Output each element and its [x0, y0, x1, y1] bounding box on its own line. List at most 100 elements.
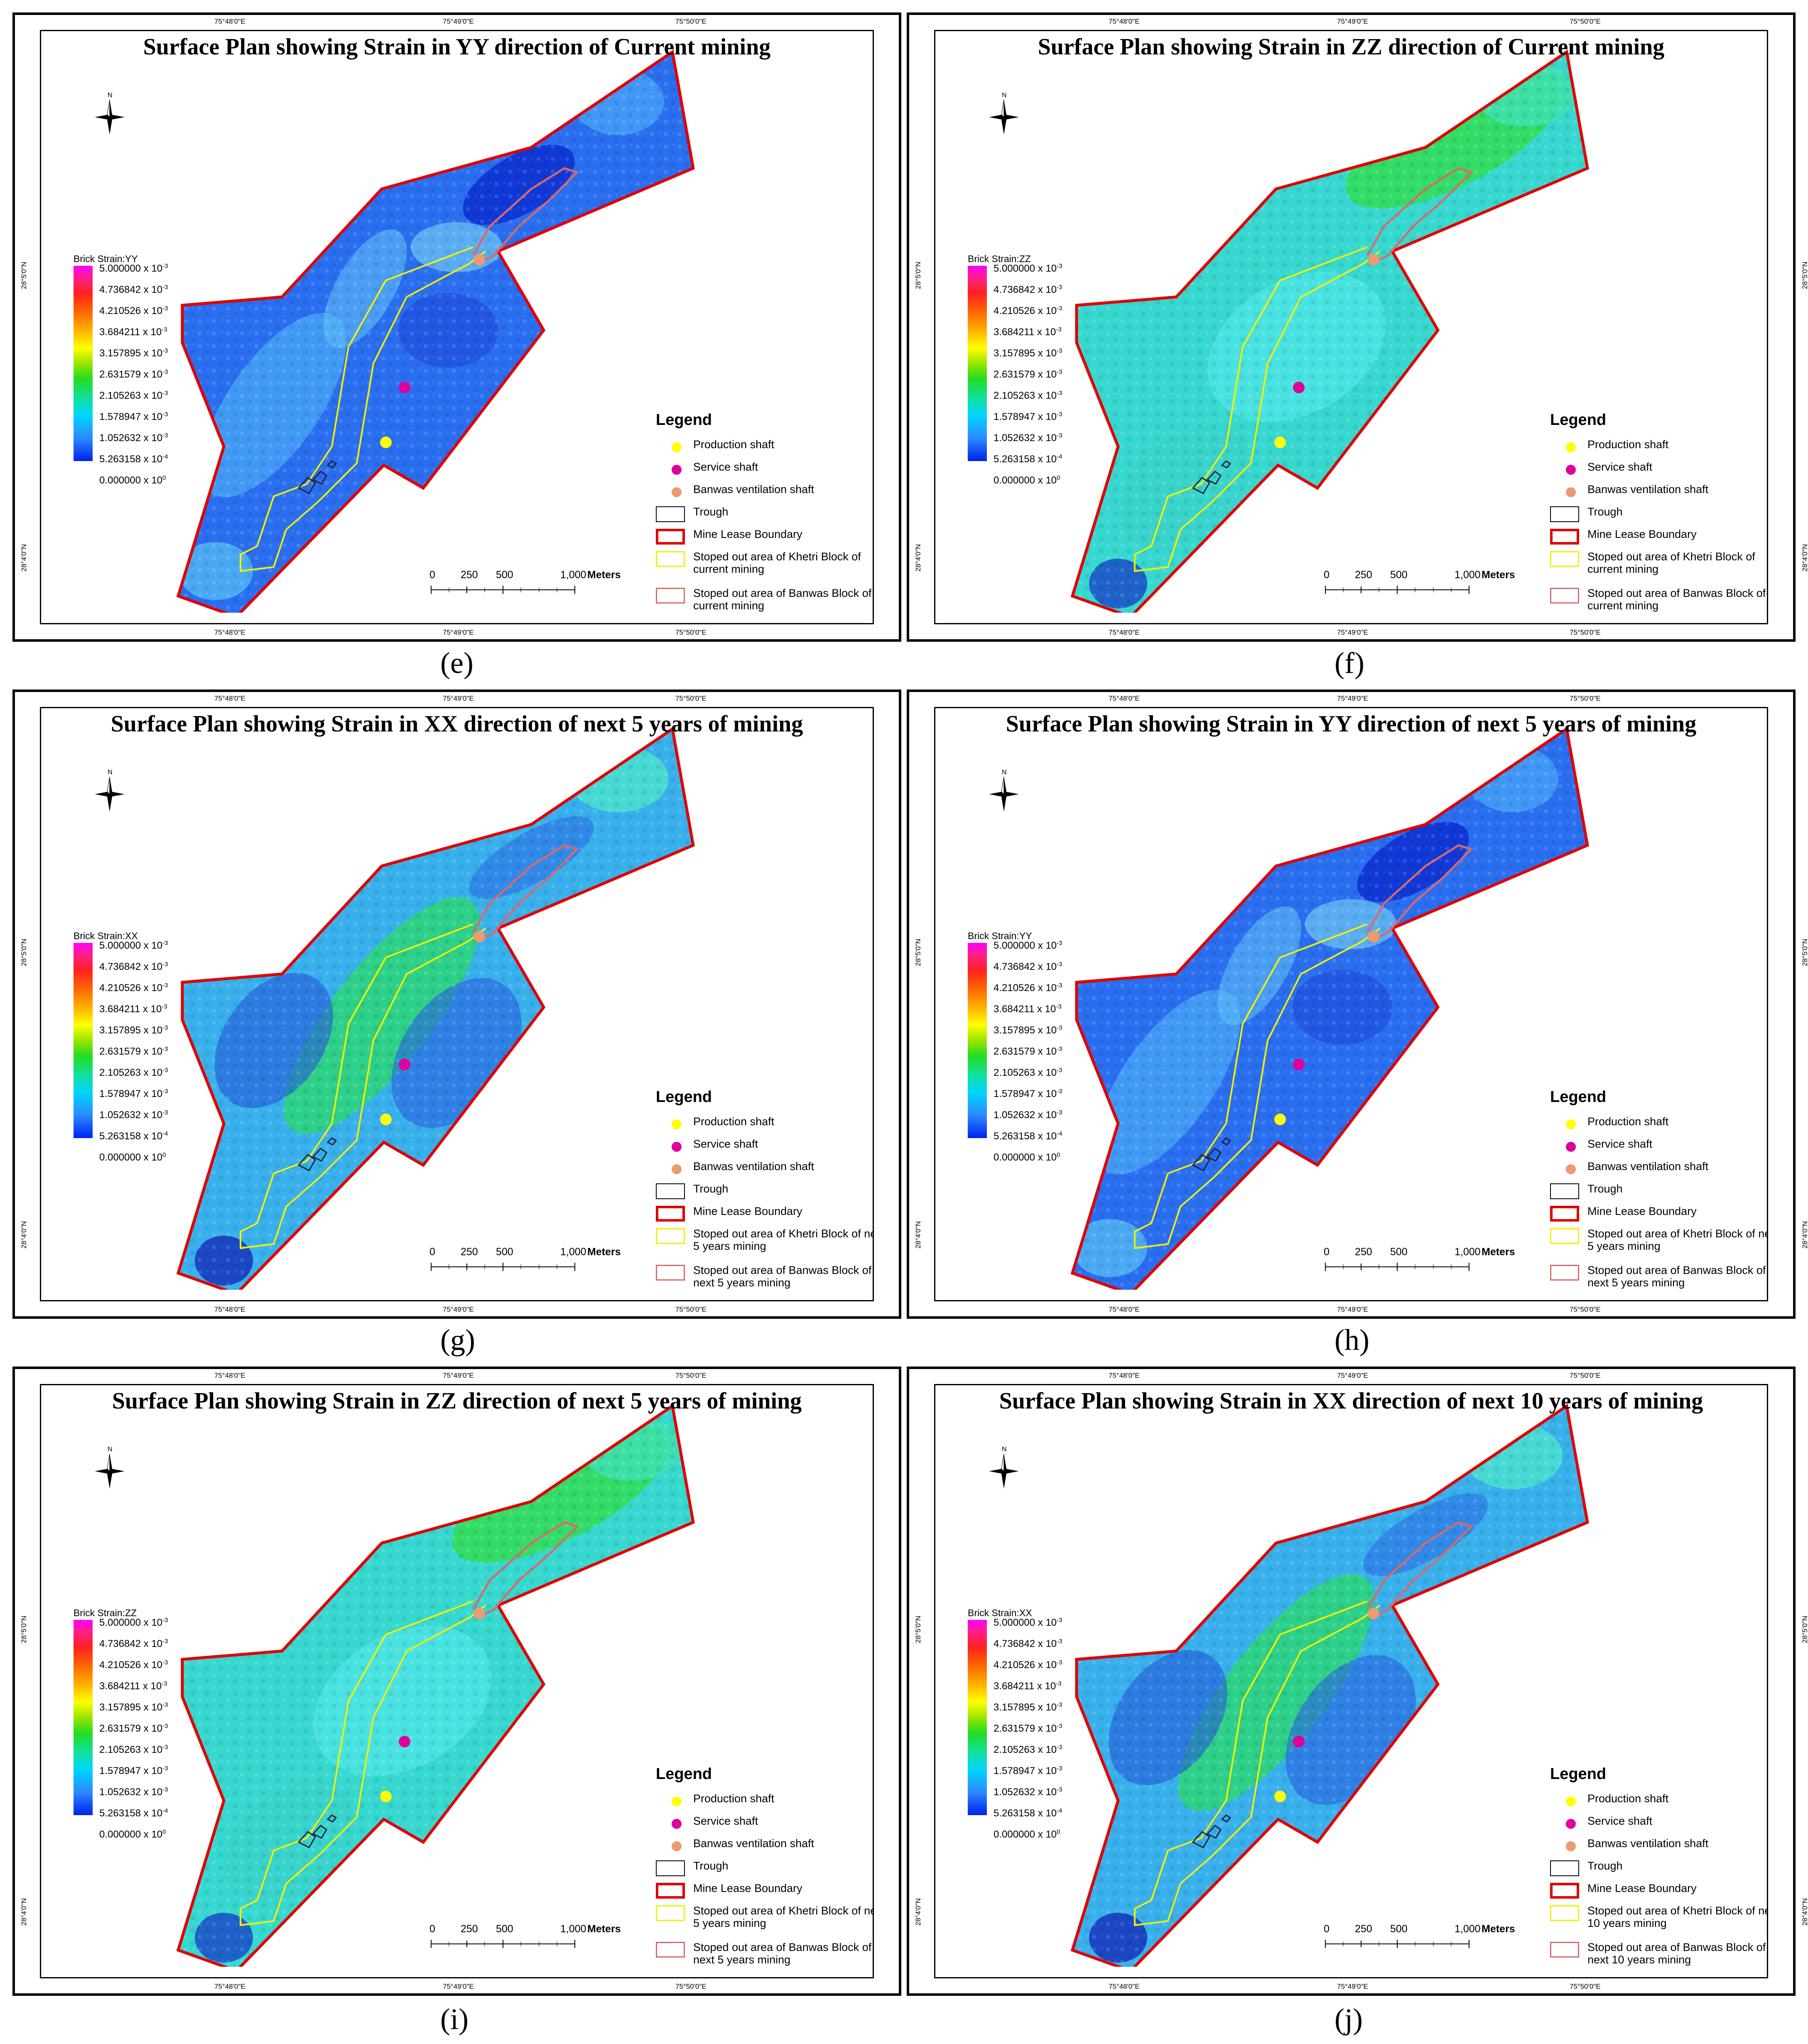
colorbar: Brick Strain:YY 5.000000 x 10-3 4.736842 …: [968, 930, 1101, 1163]
trough-outline: [297, 1814, 337, 1848]
scale-bar-graphic: [1325, 1940, 1469, 1948]
map-panel-5: 75°48'0"E 75°49'0"E 75°50'0"E 75°48'0"E …: [12, 1367, 915, 1996]
khetri-swatch: [656, 551, 685, 567]
legend-item-khetri: Stoped out area of Khetri Block of next …: [652, 1901, 873, 1938]
top-tick-3: 75°50'0"E: [675, 694, 707, 702]
colorbar-ramp: [968, 1620, 987, 1815]
map-frame: Surface Plan showing Strain in YY direct…: [40, 30, 874, 624]
service-shaft-icon: [672, 1142, 682, 1152]
bottom-tick-2: 75°49'0"E: [443, 628, 474, 636]
top-tick-2: 75°49'0"E: [1337, 17, 1368, 25]
trough-swatch: [656, 1183, 685, 1199]
production-shaft: [1274, 1114, 1286, 1125]
brick-texture: [178, 1406, 693, 1967]
scale-bar-graphic: [431, 1940, 575, 1948]
khetri-stoped-outline: [240, 246, 486, 572]
colorbar-label: 5.000000 x 10-3: [994, 1617, 1062, 1628]
banwas-stoped-outline: [1366, 1521, 1473, 1619]
panel-caption: (j): [1335, 2002, 1363, 2036]
colorbar-label: 3.157895 x 10-3: [99, 1701, 168, 1713]
left-tick-1: 28°5'0"N: [20, 938, 28, 966]
right-tick-1: 28°5'0"N: [1801, 1615, 1808, 1643]
legend-item-service-shaft: Service shaft: [1546, 1134, 1767, 1157]
top-tick-3: 75°50'0"E: [1570, 1372, 1601, 1379]
service-shaft-icon: [672, 465, 682, 475]
legend-item-banwas: Stoped out area of Banwas Block of next …: [1546, 1938, 1767, 1974]
trough-swatch: [1550, 506, 1579, 522]
colorbar-label: 5.263158 x 10-4: [99, 1130, 168, 1142]
colorbar-label: 2.631579 x 10-3: [99, 1723, 168, 1734]
colorbar-label: 2.105263 x 10-3: [99, 1067, 168, 1078]
legend-item-trough: Trough: [652, 502, 873, 525]
colorbar-label: 1.578947 x 10-3: [994, 1765, 1062, 1777]
legend-item-trough: Trough: [652, 1856, 873, 1879]
banwas-ventilation-shaft: [1368, 931, 1379, 942]
legend: Legend Production shaft Service shaft Ba…: [652, 1088, 873, 1297]
colorbar-label: 1.052632 x 10-3: [99, 1786, 168, 1798]
colorbar-label: 3.684211 x 10-3: [994, 1003, 1062, 1015]
colorbar-label: 2.631579 x 10-3: [994, 368, 1062, 380]
colorbar-ramp: [74, 1620, 93, 1815]
legend-item-khetri: Stoped out area of Khetri Block of curre…: [652, 547, 873, 584]
trough-outline: [1192, 1814, 1232, 1848]
production-shaft-icon: [1566, 1119, 1576, 1129]
top-tick-1: 75°48'0"E: [214, 694, 245, 702]
colorbar-label: 4.210526 x 10-3: [994, 305, 1062, 317]
ventilation-shaft-icon: [672, 1164, 682, 1174]
top-tick-3: 75°50'0"E: [675, 1372, 707, 1379]
scale-bar-graphic: [1325, 1263, 1469, 1271]
colorbar-label: 0.000000 x 100: [99, 1828, 166, 1840]
legend-item-production-shaft: Production shaft: [652, 1789, 873, 1811]
colorbar-label: 1.578947 x 10-3: [994, 411, 1062, 422]
legend-item-ventilation-shaft: Banwas ventilation shaft: [1546, 1157, 1767, 1179]
legend-item-trough: Trough: [1546, 1856, 1767, 1879]
legend-title: Legend: [656, 1765, 712, 1783]
left-tick-1: 28°5'0"N: [20, 261, 28, 289]
colorbar-label: 3.684211 x 10-3: [994, 1680, 1062, 1692]
legend-item-ventilation-shaft: Banwas ventilation shaft: [652, 1834, 873, 1856]
trough-swatch: [656, 506, 685, 522]
legend: Legend Production shaft Service shaft Ba…: [1546, 1088, 1767, 1297]
colorbar-label: 4.736842 x 10-3: [99, 1638, 168, 1649]
colorbar-labels: 5.000000 x 10-3 4.736842 x 10-3 4.210526 x…: [994, 263, 1062, 496]
bottom-tick-1: 75°48'0"E: [1109, 628, 1140, 636]
legend-item-banwas: Stoped out area of Banwas Block of next …: [652, 1938, 873, 1974]
panel-title: Surface Plan showing Strain in YY direct…: [143, 34, 771, 60]
production-shaft: [1274, 437, 1286, 448]
legend-item-ventilation-shaft: Banwas ventilation shaft: [1546, 1834, 1767, 1856]
map-frame: Surface Plan showing Strain in XX direct…: [934, 1384, 1768, 1978]
colorbar-label: 0.000000 x 100: [99, 474, 166, 486]
colorbar: Brick Strain:ZZ 5.000000 x 10-3 4.736842 …: [968, 253, 1101, 486]
legend-item-khetri: Stoped out area of Khetri Block of next …: [1546, 1901, 1767, 1938]
colorbar-label: 2.631579 x 10-3: [99, 368, 168, 380]
legend-item-banwas: Stoped out area of Banwas Block of curre…: [1546, 584, 1767, 620]
left-tick-2: 28°4'0"N: [914, 1898, 922, 1926]
map-panel-3: 75°48'0"E 75°49'0"E 75°50'0"E 75°48'0"E …: [12, 690, 915, 1319]
top-tick-2: 75°49'0"E: [1337, 1372, 1368, 1379]
production-shaft-icon: [1566, 1796, 1576, 1806]
banwas-ventilation-shaft: [1368, 1608, 1379, 1619]
colorbar-labels: 5.000000 x 10-3 4.736842 x 10-3 4.210526 x…: [994, 1617, 1062, 1850]
top-tick-1: 75°48'0"E: [1109, 17, 1140, 25]
khetri-swatch: [656, 1228, 685, 1244]
colorbar-label: 4.736842 x 10-3: [994, 1638, 1062, 1649]
legend-title: Legend: [1550, 1088, 1607, 1106]
right-tick-1: 28°5'0"N: [1801, 261, 1808, 289]
trough-outline: [297, 460, 337, 494]
bottom-tick-2: 75°49'0"E: [1337, 1983, 1368, 1990]
strain-map: [1070, 49, 1589, 613]
bottom-tick-2: 75°49'0"E: [443, 1305, 474, 1313]
service-shaft: [399, 1736, 410, 1747]
colorbar-label: 4.736842 x 10-3: [99, 284, 168, 295]
colorbar-label: 5.000000 x 10-3: [99, 1617, 168, 1628]
colorbar-ramp: [74, 266, 93, 461]
boundary-swatch: [1550, 529, 1579, 545]
ventilation-shaft-icon: [1566, 1164, 1576, 1174]
legend-item-production-shaft: Production shaft: [1546, 435, 1767, 457]
bottom-tick-2: 75°49'0"E: [443, 1983, 474, 1990]
colorbar-label: 0.000000 x 100: [994, 1151, 1060, 1163]
north-arrow-icon: N: [989, 92, 1019, 135]
service-shaft: [399, 382, 410, 393]
colorbar-label: 3.684211 x 10-3: [994, 326, 1062, 338]
colorbar-label: 0.000000 x 100: [994, 474, 1060, 486]
